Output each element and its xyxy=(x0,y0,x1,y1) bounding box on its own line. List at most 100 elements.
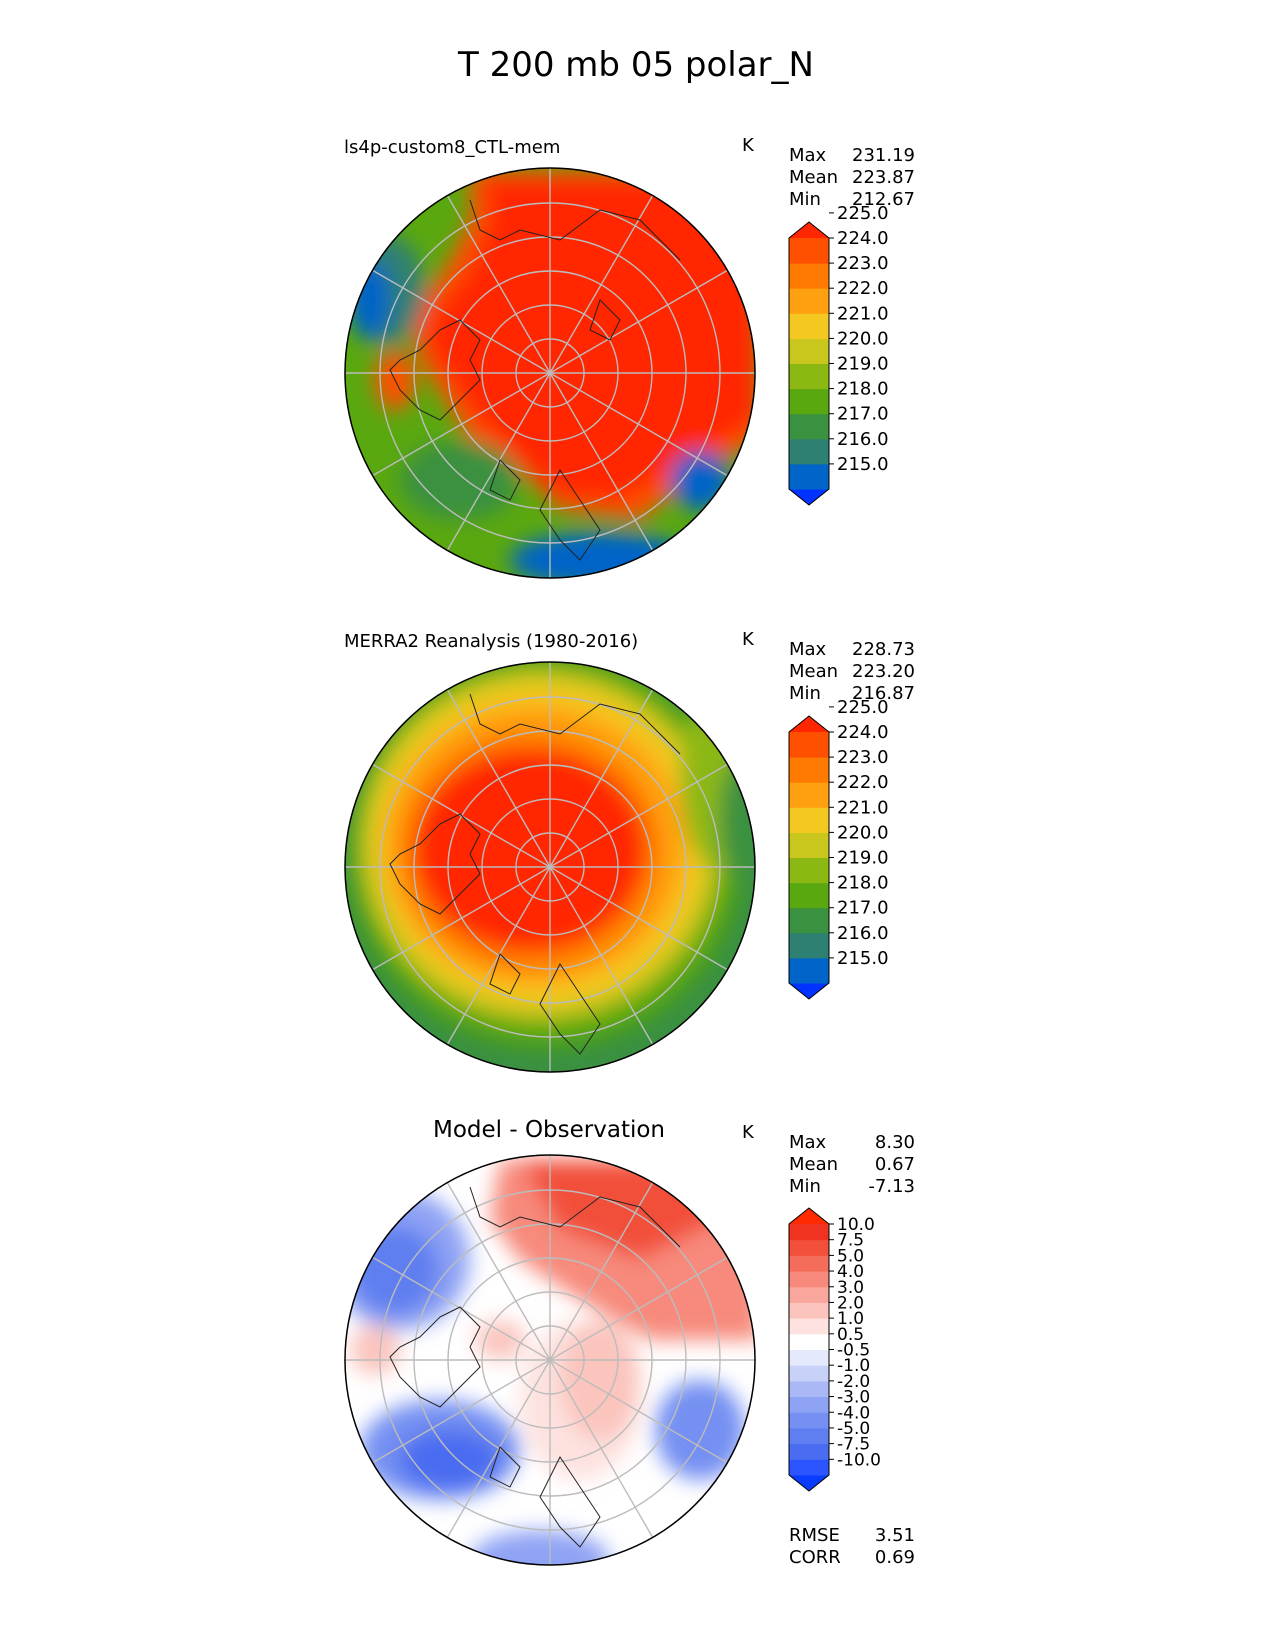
colorbar-segment xyxy=(789,957,829,984)
colorbar-extend-min xyxy=(789,1475,829,1491)
colorbar-segment xyxy=(789,413,829,440)
colorbar-tick-label: 224.0 xyxy=(837,228,889,249)
colorbar-segment xyxy=(789,388,829,415)
stat-label-min: Min xyxy=(789,683,821,704)
colorbar-segment xyxy=(789,1412,829,1429)
stat-label-max: Max xyxy=(789,639,827,660)
colorbar-segment xyxy=(789,338,829,364)
colorbar-segment xyxy=(789,1443,829,1460)
stat-value-max: 228.73 xyxy=(852,639,915,660)
metric-label-corr: CORR xyxy=(789,1547,841,1568)
colorbar-tick-label: 1.0 xyxy=(837,1309,864,1329)
colorbar-tick-label: 218.0 xyxy=(837,873,889,894)
panel-model: ls4p-custom8_CTL-mem K xyxy=(344,135,915,579)
colorbar-segment xyxy=(789,907,829,934)
colorbar-tick-label: 222.0 xyxy=(837,278,889,299)
map-boundary xyxy=(344,1154,756,1566)
colorbar-tick-label: 223.0 xyxy=(837,253,889,274)
colorbar-tick-label: 221.0 xyxy=(837,303,889,324)
colorbar-segment xyxy=(789,832,829,858)
colorbar-tick-label: 225.0 xyxy=(837,697,889,718)
colorbar-segment xyxy=(789,1459,829,1476)
colorbar: 10.07.55.04.03.02.01.00.5-0.5-1.0-2.0-3.… xyxy=(788,1207,881,1492)
coastlines xyxy=(389,199,681,561)
stat-label-mean: Mean xyxy=(789,167,838,188)
units-label: K xyxy=(742,1122,755,1143)
stat-label-mean: Mean xyxy=(789,661,838,682)
stat-label-mean: Mean xyxy=(789,1154,838,1175)
colorbar-outline xyxy=(788,715,830,1000)
colorbar-extend-min xyxy=(789,489,829,505)
metric-label-rmse: RMSE xyxy=(789,1525,840,1546)
colorbar-tick-label: 2.0 xyxy=(837,1293,864,1313)
colorbar-extend-max xyxy=(789,1208,829,1224)
colorbar-segment xyxy=(789,1396,829,1413)
stat-value-min: 212.67 xyxy=(852,189,915,210)
map-field xyxy=(345,1155,755,1565)
colorbar-tick-label: -1.0 xyxy=(837,1356,870,1376)
units-label: K xyxy=(742,135,755,156)
colorbar-tick-label: -5.0 xyxy=(837,1419,870,1439)
colorbar-segment xyxy=(789,1302,829,1319)
stat-value-min: 216.87 xyxy=(852,683,915,704)
map-boundary xyxy=(344,167,756,579)
colorbar-tick-label: 217.0 xyxy=(837,898,889,919)
colorbar-tick-label: 223.0 xyxy=(837,747,889,768)
units-label: K xyxy=(742,629,755,650)
colorbar-outline xyxy=(788,221,830,506)
colorbar-segment xyxy=(789,313,829,339)
colorbar-tick-label: 10.0 xyxy=(837,1215,875,1235)
colorbar-segment xyxy=(789,1427,829,1445)
colorbar-outline xyxy=(788,1207,830,1492)
panel-subtitle: MERRA2 Reanalysis (1980-2016) xyxy=(344,631,638,652)
colorbar-tick-label: 215.0 xyxy=(837,454,889,475)
colorbar-tick-label: 4.0 xyxy=(837,1262,864,1282)
graticule xyxy=(345,168,755,578)
colorbar-tick-label: 215.0 xyxy=(837,948,889,969)
colorbar-tick-label: 219.0 xyxy=(837,848,889,869)
colorbar-segment xyxy=(789,363,829,390)
colorbar-segment xyxy=(789,263,829,289)
colorbar-segment xyxy=(789,757,829,783)
colorbar-segment xyxy=(789,932,829,959)
colorbar-segment xyxy=(789,1380,829,1398)
colorbar-segment xyxy=(789,1255,829,1272)
stat-label-max: Max xyxy=(789,1132,827,1153)
colorbar-tick-label: 222.0 xyxy=(837,772,889,793)
colorbar-segment xyxy=(789,1318,829,1335)
colorbar-tick-label: -0.5 xyxy=(837,1341,870,1361)
colorbar-tick-label: -3.0 xyxy=(837,1388,870,1408)
colorbar-segment xyxy=(789,1224,829,1241)
colorbar-tick-label: 225.0 xyxy=(837,203,889,224)
colorbar-tick-label: 217.0 xyxy=(837,404,889,425)
colorbar-segment xyxy=(789,1365,829,1382)
colorbar-tick-label: 0.5 xyxy=(837,1325,864,1345)
colorbar-segment xyxy=(789,1286,829,1303)
colorbar-segment xyxy=(789,857,829,884)
colorbar-segment xyxy=(789,1271,829,1288)
stat-label-min: Min xyxy=(789,189,821,210)
stats-block: Max 231.19 Mean 223.87 Min 212.67 xyxy=(789,145,915,210)
colorbar-segment xyxy=(789,807,829,833)
colorbar-segment xyxy=(789,732,829,758)
colorbar-tick-label: -10.0 xyxy=(837,1450,881,1470)
colorbar-tick-label: 221.0 xyxy=(837,797,889,818)
colorbar-tick-label: 219.0 xyxy=(837,354,889,375)
colorbar: 225.0 224.0 223.0 222.0 221.0 220.0 219.0 218.0… xyxy=(788,203,889,506)
colorbar-segment xyxy=(789,1349,829,1366)
colorbar-tick-label: 220.0 xyxy=(837,328,889,349)
colorbar-segment xyxy=(789,438,829,465)
colorbar-segment xyxy=(789,1239,829,1256)
stat-value-mean: 223.87 xyxy=(852,167,915,188)
stats-block: Max 228.73 Mean 223.20 Min 216.87 xyxy=(789,639,915,704)
panel-difference: Model - Observation K xyxy=(344,1117,915,1568)
colorbar-segment xyxy=(789,1333,829,1350)
colorbar-tick-label: 3.0 xyxy=(837,1278,864,1298)
colorbar-extend-max xyxy=(789,716,829,732)
colorbar-tick-label: 216.0 xyxy=(837,923,889,944)
stat-value-mean: 223.20 xyxy=(852,661,915,682)
colorbar-tick-label: 7.5 xyxy=(837,1231,864,1251)
coastlines xyxy=(389,1186,681,1548)
panel-subtitle: ls4p-custom8_CTL-mem xyxy=(344,137,560,158)
stats-block: Max 8.30 Mean 0.67 Min -7.13 xyxy=(789,1132,915,1197)
